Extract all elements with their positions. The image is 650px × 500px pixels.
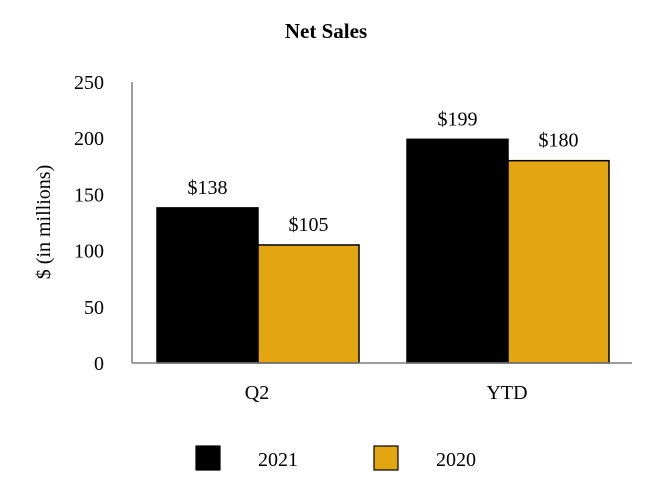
bar-2021-YTD: [406, 138, 509, 364]
y-tick-label: 50: [84, 297, 104, 319]
y-axis-label: $ (in millions): [33, 165, 55, 279]
data-label-2021-Q2: $138: [188, 177, 228, 199]
legend: 2021 2020: [195, 445, 476, 471]
y-tick-label: 200: [74, 128, 104, 150]
bar-2020-YTD: [507, 159, 610, 364]
data-label-2020-YTD: $180: [539, 130, 579, 152]
x-tick-label: YTD: [486, 382, 527, 404]
x-tick-label: Q2: [245, 382, 269, 404]
bars: [156, 138, 610, 364]
legend-swatch-2020: [373, 445, 399, 471]
y-tick-label: 0: [94, 353, 104, 375]
y-tick-label: 100: [74, 241, 104, 263]
y-tick-label: 150: [74, 184, 104, 206]
legend-label-2020: 2020: [436, 449, 476, 471]
data-label-2021-YTD: $199: [438, 108, 478, 130]
legend-swatch-2021: [195, 445, 221, 471]
bar-2021-Q2: [156, 207, 259, 364]
y-axis-ticks: 0 50 100 150 200 250: [74, 72, 104, 375]
data-label-2020-Q2: $105: [289, 214, 329, 236]
chart-title: Net Sales: [285, 19, 367, 43]
legend-label-2021: 2021: [258, 449, 298, 471]
data-labels: $138 $105 $199 $180: [188, 108, 579, 236]
x-axis-ticks: Q2 YTD: [245, 382, 528, 404]
axes: [131, 82, 632, 364]
y-tick-label: 250: [74, 72, 104, 94]
bar-2020-Q2: [257, 244, 360, 364]
